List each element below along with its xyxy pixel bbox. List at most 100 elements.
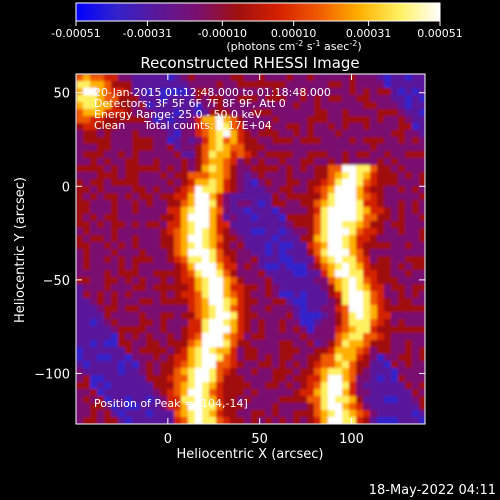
heatmap-cell [356,354,364,362]
heatmap-cell [356,214,364,222]
heatmap-cell [230,354,238,362]
heatmap-cell [258,102,266,110]
heatmap-cell [188,235,196,243]
heatmap-cell [223,242,231,250]
heatmap-cell [83,354,91,362]
heatmap-cell [356,382,364,390]
heatmap-cell [209,410,217,418]
heatmap-cell [405,207,413,215]
heatmap-cell [104,144,112,152]
heatmap-cell [83,417,91,424]
heatmap-cell [419,319,425,327]
heatmap-cell [391,144,399,152]
heatmap-cell [209,186,217,194]
heatmap-cell [391,123,399,131]
heatmap-cell [335,151,343,159]
heatmap-cell [293,382,301,390]
heatmap-cell [412,326,420,334]
heatmap-cell [391,186,399,194]
heatmap-cell [202,158,210,166]
heatmap-cell [321,291,329,299]
heatmap-cell [139,368,147,376]
heatmap-cell [314,242,322,250]
heatmap-cell [209,263,217,271]
heatmap-cell [335,214,343,222]
heatmap-cell [125,165,133,173]
heatmap-cell [139,389,147,397]
heatmap-cell [111,277,119,285]
heatmap-cell [76,347,84,355]
heatmap-cell [363,375,371,383]
heatmap-cell [230,368,238,376]
heatmap-cell [363,347,371,355]
heatmap-cell [342,319,350,327]
heatmap-cell [342,207,350,215]
heatmap-cell [251,130,259,138]
heatmap-cell [314,200,322,208]
heatmap-cell [160,193,168,201]
heatmap-cell [363,214,371,222]
heatmap-cell [132,417,140,424]
heatmap-cell [363,179,371,187]
heatmap-cell [251,340,259,348]
heatmap-cell [104,333,112,341]
heatmap-cell [349,123,357,131]
heatmap-cell [188,284,196,292]
heatmap-cell [363,130,371,138]
heatmap-cell [97,74,105,82]
heatmap-cell [384,151,392,159]
heatmap-cell [370,144,378,152]
heatmap-cell [83,193,91,201]
heatmap-cell [188,347,196,355]
heatmap-cell [370,207,378,215]
heatmap-cell [216,347,224,355]
heatmap-cell [349,389,357,397]
heatmap-cell [391,193,399,201]
heatmap-cell [118,81,126,89]
heatmap-cell [398,95,406,103]
colorbar-tick-label: 0.00010 [271,27,317,40]
heatmap-cell [335,102,343,110]
heatmap-cell [321,340,329,348]
heatmap-cell [216,382,224,390]
heatmap-cell [342,389,350,397]
heatmap-cell [83,326,91,334]
heatmap-cell [349,410,357,418]
colorbar-tick-label: 0.00051 [417,27,463,40]
heatmap-cell [209,396,217,404]
heatmap-cell [244,109,252,117]
heatmap-cell [349,417,357,424]
heatmap-cell [195,347,203,355]
heatmap-cell [195,172,203,180]
heatmap-cell [370,277,378,285]
heatmap-cell [412,207,420,215]
heatmap-cell [174,326,182,334]
heatmap-cell [356,109,364,117]
heatmap-cell [314,382,322,390]
heatmap-cell [230,256,238,264]
heatmap-cell [307,326,315,334]
heatmap-cell [251,368,259,376]
heatmap-cell [118,193,126,201]
heatmap-cell [160,137,168,145]
heatmap-cell [167,172,175,180]
heatmap-cell [195,179,203,187]
heatmap-cell [83,81,91,89]
heatmap-cell [181,137,189,145]
heatmap-cell [328,368,336,376]
heatmap-cell [230,249,238,257]
heatmap-cell [272,193,280,201]
heatmap-cell [300,319,308,327]
heatmap-cell [363,270,371,278]
heatmap-cell [97,81,105,89]
heatmap-cell [202,256,210,264]
heatmap-cell [188,298,196,306]
heatmap-cell [111,221,119,229]
heatmap-cell [363,312,371,320]
heatmap-cell [377,81,385,89]
heatmap-cell [307,179,315,187]
heatmap-cell [307,95,315,103]
heatmap-cell [370,263,378,271]
heatmap-cell [314,130,322,138]
heatmap-cell [412,396,420,404]
